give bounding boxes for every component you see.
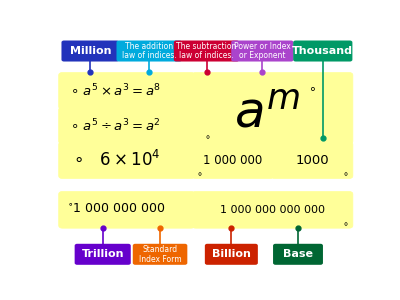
Text: 1000: 1000 — [295, 154, 329, 167]
FancyBboxPatch shape — [59, 107, 195, 144]
Text: Thousand: Thousand — [292, 46, 353, 56]
Text: Power or Index
or Exponent: Power or Index or Exponent — [234, 42, 291, 60]
FancyBboxPatch shape — [293, 40, 352, 61]
FancyBboxPatch shape — [271, 142, 353, 178]
FancyBboxPatch shape — [192, 73, 353, 144]
FancyBboxPatch shape — [59, 142, 195, 178]
FancyBboxPatch shape — [192, 191, 353, 228]
Text: Trillion: Trillion — [82, 249, 124, 259]
Text: Million: Million — [70, 46, 111, 56]
FancyBboxPatch shape — [116, 40, 182, 61]
FancyBboxPatch shape — [59, 191, 195, 228]
FancyBboxPatch shape — [174, 40, 239, 61]
Text: The addition
law of indices.: The addition law of indices. — [122, 42, 176, 60]
Text: 1 000 000: 1 000 000 — [203, 154, 262, 167]
Text: $\circ\ a^5 \div a^3 = a^2$: $\circ\ a^5 \div a^3 = a^2$ — [70, 117, 160, 134]
Text: $\circ\quad 6 \times 10^4$: $\circ\quad 6 \times 10^4$ — [73, 150, 161, 170]
FancyBboxPatch shape — [59, 73, 195, 109]
Text: $\circ$: $\circ$ — [196, 168, 203, 178]
Text: $\circ$: $\circ$ — [308, 82, 316, 94]
Text: ${}^{\circ}$1 000 000 000: ${}^{\circ}$1 000 000 000 — [67, 203, 166, 216]
Text: $\circ$: $\circ$ — [342, 168, 348, 178]
FancyBboxPatch shape — [62, 40, 119, 61]
Text: $\circ\ a^5 \times a^3 = a^8$: $\circ\ a^5 \times a^3 = a^8$ — [70, 83, 160, 99]
FancyBboxPatch shape — [273, 244, 323, 265]
FancyBboxPatch shape — [133, 244, 187, 265]
FancyBboxPatch shape — [75, 244, 131, 265]
FancyBboxPatch shape — [205, 244, 258, 265]
Text: 1 000 000 000 000: 1 000 000 000 000 — [220, 205, 325, 215]
FancyBboxPatch shape — [231, 40, 294, 61]
FancyBboxPatch shape — [192, 142, 274, 178]
Text: Billion: Billion — [212, 249, 251, 259]
Text: $\circ$: $\circ$ — [342, 218, 348, 228]
Text: $a^m$: $a^m$ — [234, 91, 301, 139]
Text: Base: Base — [283, 249, 313, 259]
Text: $\circ$: $\circ$ — [204, 131, 211, 142]
Text: The subtraction
law of indices.: The subtraction law of indices. — [176, 42, 237, 60]
Text: Standard
Index Form: Standard Index Form — [139, 245, 181, 264]
